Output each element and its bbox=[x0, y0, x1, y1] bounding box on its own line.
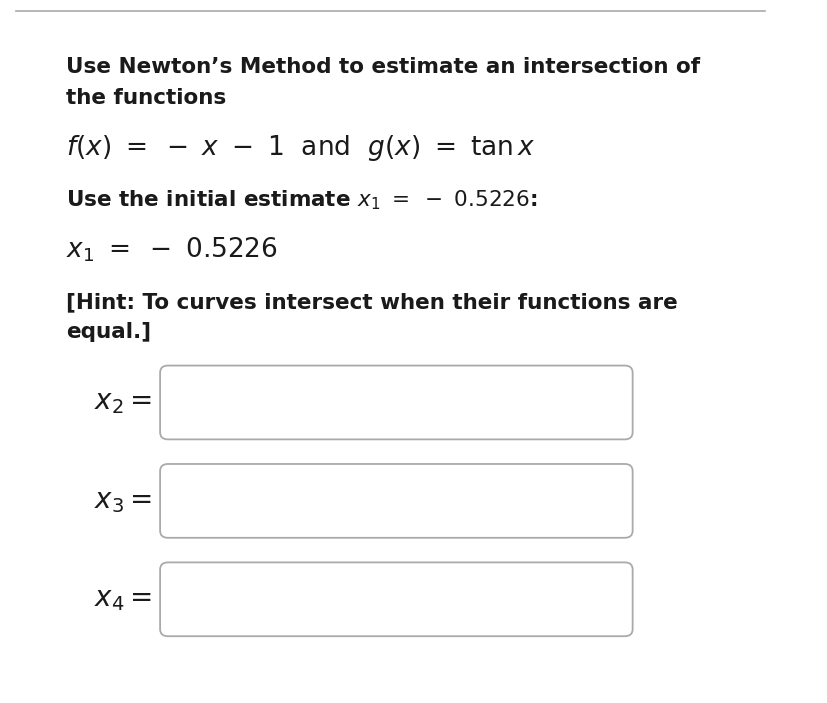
Text: Use the initial estimate $x_1\ =\ -\ 0.5226$:: Use the initial estimate $x_1\ =\ -\ 0.5… bbox=[66, 188, 537, 212]
Text: $x_3 =$: $x_3 =$ bbox=[94, 487, 152, 515]
Text: Use Newton’s Method to estimate an intersection of: Use Newton’s Method to estimate an inter… bbox=[66, 57, 700, 77]
FancyBboxPatch shape bbox=[160, 366, 632, 439]
Text: [Hint: To curves intersect when their functions are: [Hint: To curves intersect when their fu… bbox=[66, 292, 677, 312]
Text: the functions: the functions bbox=[66, 89, 227, 108]
Text: $f(x)\ =\ -\ x\ -\ 1\ \ \mathrm{and}\ \ g(x)\ =\ \tan x$: $f(x)\ =\ -\ x\ -\ 1\ \ \mathrm{and}\ \ … bbox=[66, 133, 535, 162]
Text: $x_4 =$: $x_4 =$ bbox=[94, 586, 152, 613]
FancyBboxPatch shape bbox=[160, 562, 632, 636]
Text: $x_2 =$: $x_2 =$ bbox=[94, 389, 152, 416]
Text: equal.]: equal.] bbox=[66, 322, 151, 342]
Text: $x_1\ =\ -\ 0.5226$: $x_1\ =\ -\ 0.5226$ bbox=[66, 236, 278, 264]
FancyBboxPatch shape bbox=[160, 464, 632, 538]
